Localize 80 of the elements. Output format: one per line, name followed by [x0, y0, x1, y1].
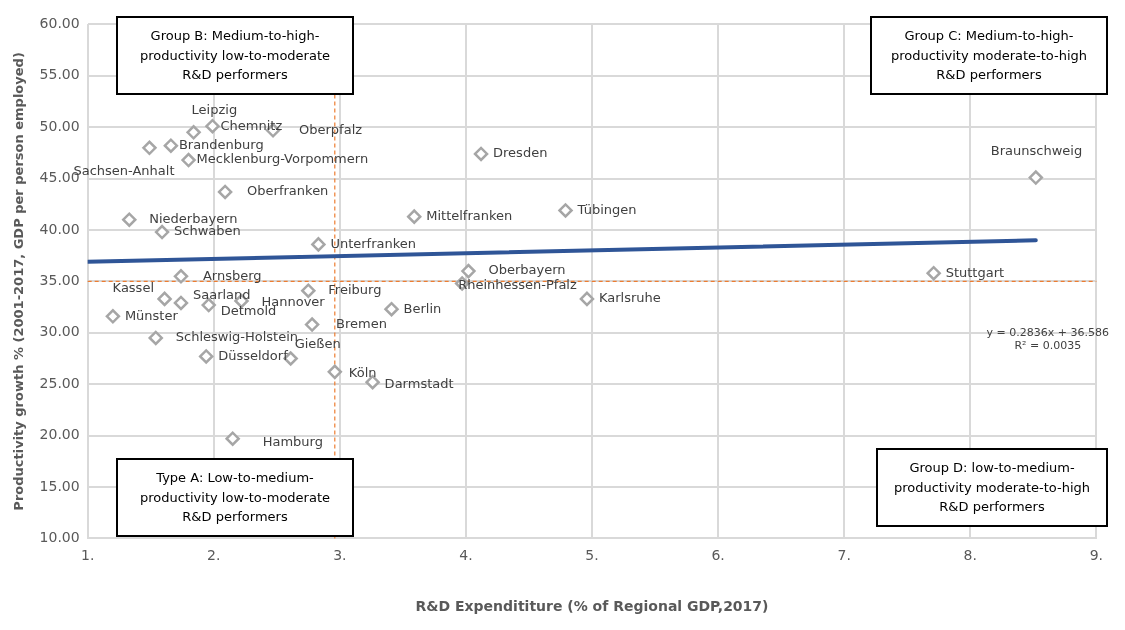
- data-label: Unterfranken: [330, 235, 417, 251]
- x-tick-label: 2.: [207, 547, 221, 564]
- x-axis-title: R&D Expendititure (% of Regional GDP,2017): [415, 598, 769, 615]
- x-tick-label: 3.: [333, 547, 347, 564]
- point: [384, 301, 399, 317]
- point: [304, 317, 320, 332]
- point: [473, 146, 489, 162]
- data-label: Hamburg: [262, 434, 323, 450]
- point: [1028, 170, 1044, 185]
- annotation: R² = 0.0035: [1013, 339, 1083, 352]
- x-tick-label: 6.: [711, 547, 725, 564]
- data-label: Freiburg: [328, 282, 382, 298]
- data-label: Mecklenburg-Vorpommern: [196, 151, 369, 167]
- point: [205, 118, 220, 134]
- y-tick-label: 35.00: [39, 272, 80, 289]
- point: [461, 263, 476, 279]
- data-label: Tübingen: [576, 201, 637, 217]
- y-axis-title: Productivity growth % (2001-2017, GDP per person employed): [11, 52, 27, 511]
- data-label: Mittelfranken: [426, 208, 513, 224]
- point: [225, 431, 240, 446]
- data-label: Berlin: [403, 300, 442, 316]
- point: [198, 349, 214, 364]
- data-label: Braunschweig: [990, 142, 1083, 158]
- point: [926, 265, 941, 281]
- data-label: Dresden: [493, 145, 548, 161]
- annotation: Group D: low-to-medium-productivity moderate-to-high R&D performers: [893, 460, 1091, 514]
- data-label: Brandenburg: [178, 137, 264, 153]
- x-tick-label: 9.: [1089, 547, 1103, 564]
- annotation: Group B: Medium-to-high-productivity low-to-moderate R&D performers: [140, 28, 330, 82]
- point: [186, 125, 201, 140]
- data-label: Chemnitz: [220, 117, 283, 133]
- data-label: Kassel: [112, 280, 155, 296]
- point: [558, 203, 573, 218]
- point: [173, 269, 189, 284]
- data-label: Bremen: [336, 315, 387, 331]
- point: [157, 291, 172, 307]
- y-tick-label: 60.00: [39, 15, 80, 32]
- point: [148, 330, 164, 346]
- data-label: Oberbayern: [488, 262, 566, 278]
- data-label: Darmstadt: [384, 375, 454, 391]
- point: [327, 364, 343, 380]
- point: [122, 212, 137, 227]
- data-label: Rheinhessen-Pfalz: [458, 276, 577, 292]
- annotation: Type A: Low-to-medium-productivity low-to-moderate R&D performers: [140, 470, 330, 524]
- y-tick-label: 55.00: [39, 66, 80, 83]
- y-tick-label: 30.00: [39, 323, 80, 340]
- data-label: Saarland: [192, 287, 251, 303]
- data-label: Karlsruhe: [598, 290, 661, 306]
- x-tick-label: 4.: [459, 547, 473, 564]
- point: [301, 283, 316, 298]
- data-label: Niederbayern: [149, 211, 238, 227]
- x-tick-label: 7.: [837, 547, 851, 564]
- x-tick-label: 1.: [81, 547, 95, 564]
- y-tick-label: 40.00: [39, 220, 80, 237]
- annotation: y = 0.2836x + 36.586: [986, 326, 1109, 339]
- point: [173, 295, 189, 311]
- point: [105, 309, 121, 324]
- point: [217, 184, 233, 200]
- y-tick-label: 50.00: [39, 117, 80, 134]
- y-tick-label: 20.00: [39, 426, 80, 443]
- data-label: Köln: [348, 365, 377, 381]
- x-tick-label: 5.: [585, 547, 599, 564]
- y-tick-label: 10.00: [39, 529, 80, 546]
- y-tick-label: 15.00: [39, 477, 80, 494]
- x-tick-label: 8.: [963, 547, 977, 564]
- annotation: Group C: Medium-to-high-productivity moderate-to-high R&D performers: [890, 28, 1088, 82]
- data-label: Oberfranken: [247, 183, 329, 199]
- data-label: Leipzig: [191, 101, 238, 117]
- data-label: Arnsberg: [202, 267, 262, 283]
- point: [311, 237, 326, 252]
- point: [406, 209, 422, 224]
- y-tick-label: 25.00: [39, 374, 80, 391]
- data-label: Stuttgart: [945, 264, 1005, 280]
- data-label: Oberpfalz: [299, 121, 363, 137]
- data-label: Düsseldorf: [218, 347, 289, 363]
- point: [163, 138, 179, 153]
- point: [142, 140, 157, 156]
- data-label: Münster: [124, 307, 179, 323]
- point: [181, 152, 196, 168]
- point: [579, 291, 595, 307]
